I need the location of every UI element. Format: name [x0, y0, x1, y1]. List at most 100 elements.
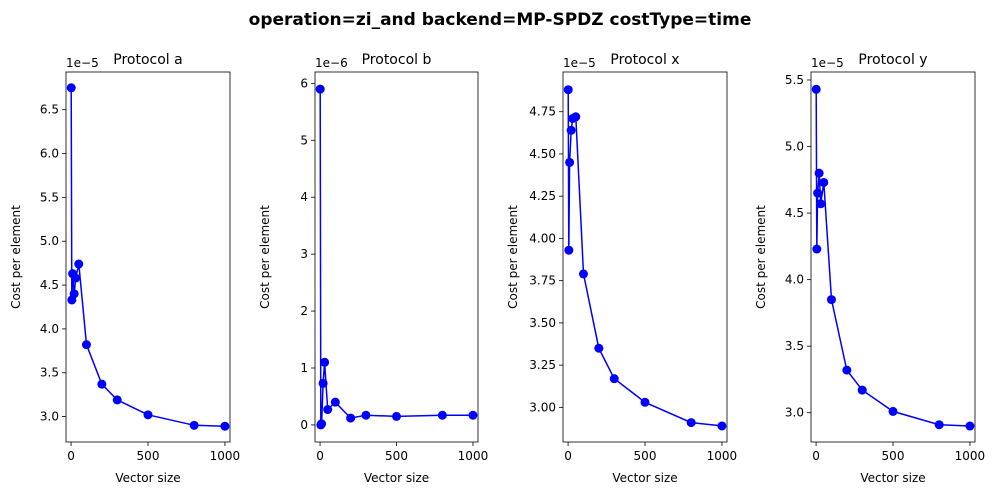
y-offset-label: 1e−6 [315, 56, 348, 70]
axes-frame [562, 71, 728, 443]
x-tick-label: 0 [564, 449, 572, 463]
data-point [565, 157, 575, 167]
y-tick-label: 4.00 [529, 231, 556, 245]
data-point [812, 244, 822, 254]
y-tick-label: 3.0 [785, 406, 804, 420]
data-point [566, 125, 576, 135]
x-axis-label: Vector size [115, 471, 180, 485]
y-tick-label: 4.5 [40, 278, 59, 292]
x-tick-label: 500 [137, 449, 160, 463]
data-point [74, 259, 84, 269]
data-point [112, 395, 122, 405]
x-tick-label: 500 [882, 449, 905, 463]
data-point [813, 188, 823, 198]
x-tick-label: 500 [634, 449, 657, 463]
data-point [640, 397, 650, 407]
data-point [814, 168, 824, 178]
x-axis-label: Vector size [860, 471, 925, 485]
y-tick-label: 3.50 [529, 316, 556, 330]
data-point [315, 84, 325, 94]
x-axis-label: Vector size [612, 471, 677, 485]
data-point [323, 405, 333, 415]
y-tick-label: 4.50 [529, 147, 556, 161]
data-point [609, 374, 619, 384]
data-point [811, 84, 821, 94]
data-point [571, 112, 581, 122]
series-line [815, 89, 970, 427]
data-point [69, 289, 79, 299]
subplot-title: Protocol y [858, 52, 927, 68]
data-point [965, 421, 975, 431]
data-point [81, 340, 91, 350]
data-point [857, 385, 867, 395]
y-tick-label: 6 [300, 76, 308, 90]
x-tick-label: 500 [385, 449, 408, 463]
subplot-4: 0 500 1000 3.0 3.5 4.0 4.5 5.0 5.5 Protocol y 1e−5… [754, 52, 985, 485]
x-tick-label: 0 [812, 449, 820, 463]
series-line [70, 87, 225, 427]
data-point [578, 269, 588, 279]
y-tick-label: 3.5 [40, 366, 59, 380]
data-point [189, 420, 199, 430]
subplot-2: 0 500 1000 0 1 2 3 4 5 6 Protocol b 1e−6 Vector size… [258, 52, 488, 485]
y-tick-label: 4.0 [40, 322, 59, 336]
y-offset-label: 1e−5 [563, 56, 596, 70]
data-point [71, 273, 81, 283]
series-line [567, 89, 722, 427]
data-point [317, 419, 327, 429]
y-tick-label: 4.0 [785, 273, 804, 287]
subplot-1: 0 500 1000 3.0 3.5 4.0 4.5 5.0 5.5 6.0 6.5 Protocol… [9, 52, 240, 485]
y-tick-label: 3 [300, 247, 308, 261]
y-offset-label: 1e−5 [811, 56, 844, 70]
series-line [319, 89, 473, 428]
y-tick-label: 4.75 [529, 105, 556, 119]
subplot-title: Protocol b [362, 52, 432, 68]
data-point [888, 406, 898, 416]
axes-frame [65, 71, 231, 443]
data-point [717, 421, 727, 431]
subplot-3: 0 500 1000 3.00 3.25 3.50 3.75 4.00 4.25 4.50 4.75… [506, 52, 737, 485]
x-tick-label: 1000 [458, 449, 489, 463]
figure-suptitle: operation=zi_and backend=MP-SPDZ costTyp… [249, 10, 752, 30]
y-tick-label: 5.5 [785, 73, 804, 87]
data-point [66, 83, 76, 93]
subplot-title: Protocol a [113, 52, 182, 68]
data-point [934, 420, 944, 430]
x-tick-label: 1000 [707, 449, 738, 463]
data-point [143, 410, 153, 420]
data-point [564, 245, 574, 255]
axes-frame [314, 71, 479, 443]
y-tick-label: 3.5 [785, 339, 804, 353]
subplot-title: Protocol x [610, 52, 679, 68]
data-point [468, 410, 478, 420]
y-tick-label: 3.0 [40, 410, 59, 424]
data-point [320, 357, 330, 367]
y-tick-label: 6.0 [40, 147, 59, 161]
data-point [594, 343, 604, 353]
data-point [330, 397, 340, 407]
y-axis-label: Cost per element [754, 205, 768, 309]
x-tick-label: 1000 [955, 449, 986, 463]
y-tick-label: 5.0 [785, 140, 804, 154]
y-tick-label: 2 [300, 304, 308, 318]
data-point [826, 295, 836, 305]
y-tick-label: 5 [300, 133, 308, 147]
y-tick-label: 4 [300, 190, 308, 204]
data-point [816, 199, 826, 209]
y-tick-label: 3.00 [529, 400, 556, 414]
x-tick-label: 0 [316, 449, 324, 463]
y-tick-label: 5.5 [40, 190, 59, 204]
data-point [842, 365, 852, 375]
x-tick-label: 0 [67, 449, 75, 463]
data-point [318, 378, 328, 388]
y-axis-label: Cost per element [506, 205, 520, 309]
axes-frame [810, 71, 976, 443]
subplots: 0 500 10003.03.54.04.55.05.56.06.5Protocol… [9, 52, 985, 485]
data-point [437, 410, 447, 420]
y-tick-label: 3.75 [529, 274, 556, 288]
data-point [686, 418, 696, 428]
y-tick-label: 0 [300, 418, 308, 432]
data-point [392, 411, 401, 421]
data-point [97, 379, 107, 389]
